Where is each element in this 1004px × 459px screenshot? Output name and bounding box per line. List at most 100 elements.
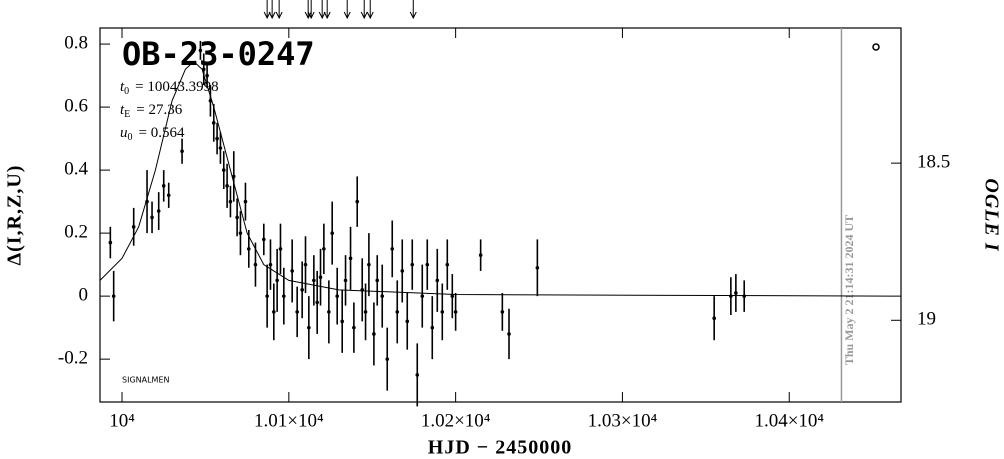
data-point (425, 262, 430, 267)
data-point (390, 247, 395, 251)
arrow (268, 0, 276, 20)
data-point (430, 325, 435, 330)
data-point (435, 278, 440, 283)
y2-axis-label: OGLE I (980, 178, 1002, 251)
arrow (318, 0, 326, 20)
data-point (290, 269, 294, 273)
data-point (375, 278, 380, 283)
data-point (145, 199, 149, 204)
arrow (304, 0, 312, 20)
y-tick-label: -0.2 (58, 348, 88, 369)
data-point (410, 262, 415, 267)
param-symbol: t (120, 79, 125, 95)
data-point (340, 319, 345, 324)
param-symbol: u (120, 125, 128, 141)
arrow (263, 0, 271, 20)
arrow (343, 0, 351, 20)
data-point (205, 73, 209, 78)
param-sub: E (124, 109, 130, 120)
data-point (131, 225, 136, 229)
data-point (405, 319, 410, 324)
data-point (243, 199, 248, 204)
data-point (231, 174, 236, 179)
data-point (315, 300, 319, 305)
arrow (366, 0, 374, 20)
data-point (161, 184, 166, 188)
y-axis-label: Δ(I,R,Z,U) (4, 165, 26, 266)
y2-tick-label: 19 (917, 309, 936, 330)
data-point (272, 310, 276, 314)
data-point (246, 247, 251, 251)
data-point (380, 294, 385, 298)
data-point (180, 149, 184, 153)
data-point (450, 294, 455, 298)
x-tick-label: 1.04×10⁴ (754, 410, 824, 431)
data-point (166, 193, 171, 198)
data-point (395, 310, 400, 314)
data-point (367, 262, 371, 267)
data-point (500, 310, 505, 314)
data-point (363, 310, 368, 314)
data-point (348, 256, 353, 261)
data-point (330, 231, 334, 235)
data-point (111, 294, 116, 298)
plot-frame (99, 27, 902, 403)
data-point (307, 325, 311, 330)
x-tick-label: 10⁴ (109, 410, 135, 431)
x-tick-label: 1.02×10⁴ (421, 410, 491, 431)
data-point (300, 288, 304, 292)
data-point (221, 168, 226, 172)
data-point (295, 310, 299, 314)
x-axis-label: HJD − 2450000 (428, 437, 572, 459)
data-point (211, 121, 216, 125)
data-point (729, 294, 733, 298)
arrow (307, 0, 315, 20)
run-marker-label: Thu May 2 21:14:31 2024 UT (842, 215, 856, 365)
data-point (262, 237, 266, 242)
data-point (215, 136, 219, 141)
param-sub: 0 (124, 86, 129, 97)
data-point (218, 146, 223, 150)
y-tick-label: 0.4 (64, 158, 88, 179)
data-point (208, 98, 213, 103)
data-point (734, 291, 738, 295)
param-sub: 0 (128, 132, 133, 143)
data-point (278, 247, 283, 251)
data-point (453, 310, 458, 314)
data-point (225, 184, 229, 188)
data-point (150, 215, 154, 220)
y-tick-label: 0.8 (64, 32, 88, 53)
data-point (335, 294, 339, 298)
arrow (275, 0, 283, 20)
param-value: = 27.36 (136, 102, 182, 118)
data-point (712, 316, 716, 320)
chart-title: OB-23-0247 (122, 35, 315, 73)
x-tick-label: 1.01×10⁴ (254, 410, 324, 431)
data-point (385, 357, 390, 361)
data-point (108, 240, 113, 245)
param-value: = 0.564 (139, 125, 185, 141)
data-point (445, 262, 450, 267)
data-point (275, 278, 279, 283)
y2-tick-label: 18.5 (917, 152, 950, 173)
data-point (327, 310, 331, 314)
data-point (343, 278, 348, 283)
data-point (372, 332, 376, 336)
data-point (303, 262, 308, 267)
param: tE = 27.36 (120, 102, 183, 120)
data-point (478, 253, 483, 257)
arrow (360, 0, 368, 20)
data-point (415, 373, 420, 377)
legend-symbol (872, 43, 880, 51)
data-point (201, 67, 206, 72)
data-point (238, 231, 243, 235)
param: t0 = 10043.3998 (120, 79, 219, 97)
model-curve (99, 60, 902, 297)
data-point (318, 275, 323, 280)
data-point (312, 278, 316, 283)
data-point (235, 215, 239, 220)
data-point (355, 199, 360, 204)
data-point (535, 265, 540, 270)
data-point (322, 247, 326, 251)
